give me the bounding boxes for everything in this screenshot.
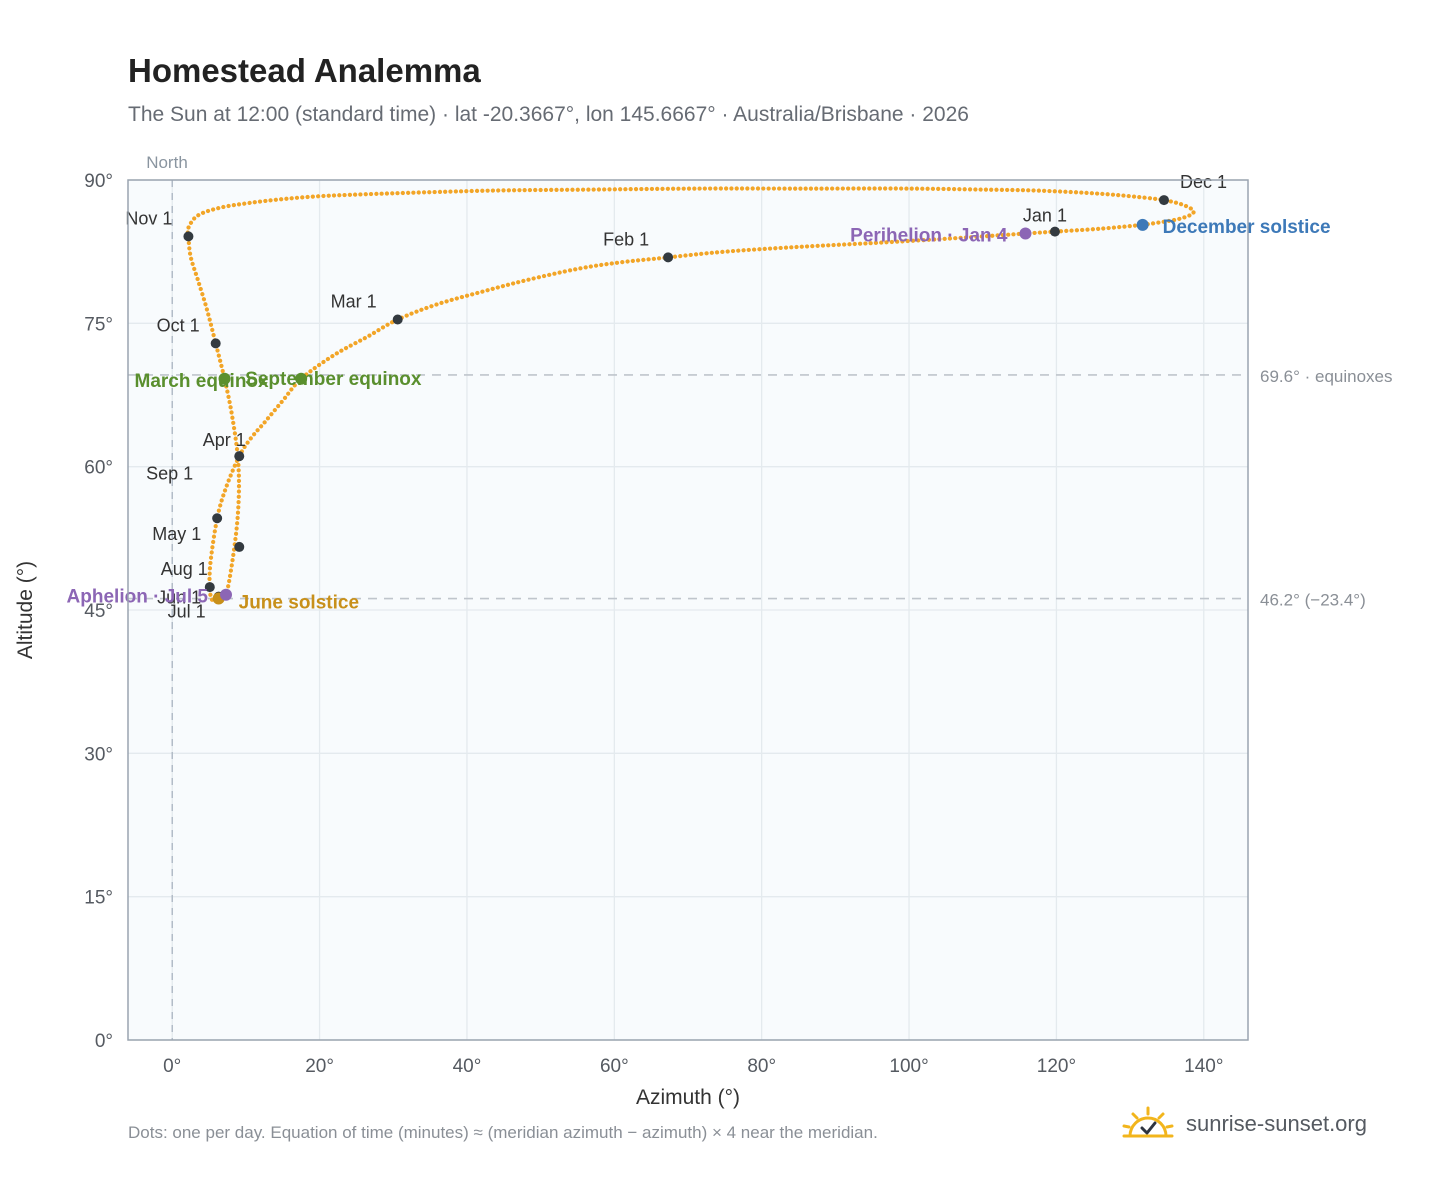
month-marker — [663, 252, 674, 263]
month-label: Dec 1 — [1180, 172, 1227, 192]
axis-ticks: 0° 20° 40° 60° 80° 100° 120° 140° 0° 15° 30° 45° 60°… — [84, 171, 1223, 1077]
y-tick-label: 15° — [84, 888, 113, 909]
y-tick-label: 75° — [84, 314, 113, 335]
event-marker — [218, 372, 231, 385]
event-label: Aphelion · Jul 5 — [67, 587, 209, 608]
x-tick-label: 120° — [1037, 1056, 1076, 1077]
month-marker — [234, 541, 245, 552]
month-label: Jan 1 — [1023, 206, 1067, 226]
chart-subtitle: The Sun at 12:00 (standard time) · lat -… — [128, 103, 969, 126]
month-label: Sep 1 — [146, 463, 193, 483]
month-marker — [1049, 226, 1060, 237]
chart-title: Homestead Analemma — [128, 52, 481, 89]
y-axis-label: Altitude (°) — [14, 561, 37, 659]
y-tick-label: 90° — [84, 171, 113, 192]
x-axis-label: Azimuth (°) — [636, 1086, 740, 1109]
x-tick-label: 80° — [747, 1056, 776, 1077]
x-tick-label: 100° — [889, 1056, 928, 1077]
daily-sun-positions — [185, 186, 1196, 604]
brand[interactable]: sunrise-sunset.org — [1120, 1102, 1367, 1146]
sun-check-icon — [1122, 1106, 1174, 1138]
month-marker — [204, 582, 215, 593]
x-tick-label: 40° — [453, 1056, 482, 1077]
event-label: June solstice — [239, 593, 359, 614]
month-label: Nov 1 — [125, 208, 172, 228]
meridian-label: North — [146, 153, 188, 172]
event-marker — [1136, 218, 1149, 231]
brand-name: sunrise-sunset.org — [1186, 1111, 1367, 1136]
y-tick-label: 45° — [84, 601, 113, 622]
month-marker — [212, 513, 223, 524]
month-marker — [183, 231, 194, 242]
month-marker — [1159, 195, 1169, 206]
month-marker — [210, 338, 221, 349]
y-tick-label: 30° — [84, 744, 113, 765]
event-marker — [220, 588, 232, 601]
event-label: March equinox — [135, 371, 270, 392]
y-tick-label: 60° — [84, 458, 113, 479]
analemma-curve — [185, 186, 1196, 604]
month-label: Jul 1 — [168, 602, 206, 622]
month-label: May 1 — [152, 524, 201, 544]
month-label: Feb 1 — [603, 229, 649, 249]
event-marker — [295, 372, 308, 385]
reference-line-label: 46.2° (−23.4°) — [1260, 591, 1366, 610]
month-marker — [234, 451, 245, 462]
x-tick-label: 140° — [1184, 1056, 1223, 1077]
chart-footnote: Dots: one per day. Equation of time (min… — [128, 1123, 878, 1142]
month-label: Apr 1 — [203, 430, 246, 450]
x-tick-label: 20° — [305, 1056, 334, 1077]
event-label: Perihelion · Jan 4 — [850, 226, 1008, 247]
event-label: December solstice — [1163, 217, 1331, 238]
x-tick-label: 60° — [600, 1056, 629, 1077]
event-marker — [1019, 227, 1032, 240]
reference-lines: North 69.6° · equinoxes 46.2° (−23.4°) — [128, 153, 1393, 1040]
month-marker — [392, 314, 403, 325]
month-label: Jun 1 — [157, 588, 201, 608]
month-label: Oct 1 — [157, 315, 200, 335]
reference-line-label: 69.6° · equinoxes — [1260, 367, 1393, 386]
month-label: Mar 1 — [331, 292, 377, 312]
x-tick-label: 0° — [163, 1056, 181, 1077]
month-label: Aug 1 — [161, 559, 208, 579]
event-label: September equinox — [245, 369, 422, 390]
y-tick-label: 0° — [95, 1031, 113, 1052]
plot-frame — [127, 179, 1249, 1041]
